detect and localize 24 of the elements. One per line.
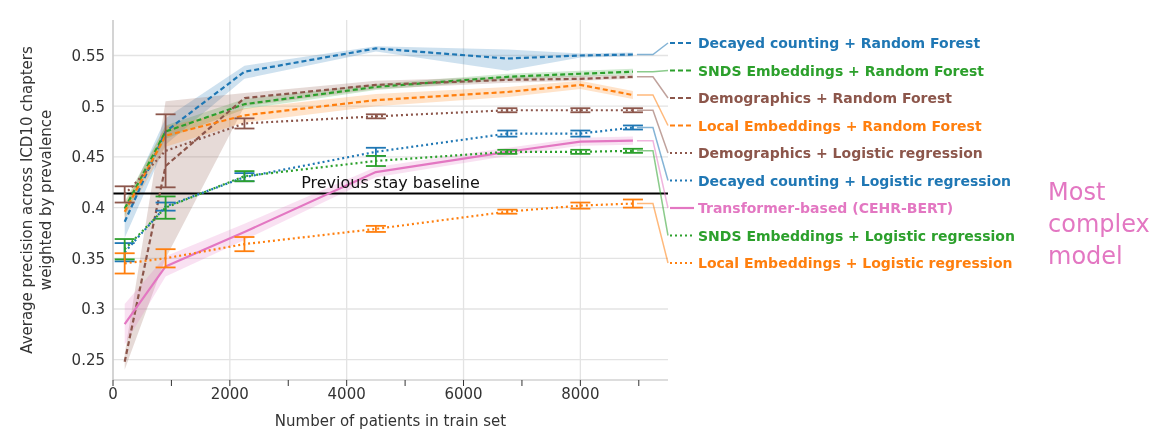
x-tick-label: 4000: [327, 384, 366, 403]
y-tick-label: 0.25: [71, 351, 105, 370]
legend-label: Decayed counting + Logistic regression: [698, 172, 1011, 189]
text: Most complex model: [1048, 177, 1151, 272]
legend-label: Demographics + Logistic regression: [698, 145, 983, 161]
legend-label: SNDS Embeddings + Random Forest: [698, 62, 985, 79]
x-tick-label: 8000: [561, 384, 600, 403]
legend-label: SNDS Embeddings + Logistic regression: [698, 227, 1015, 244]
legend-label: Local Embeddings + Random Forest: [698, 117, 982, 134]
x-tick-label: 2000: [210, 384, 249, 403]
y-tick-label: 0.3: [81, 300, 105, 319]
legend-label: Local Embeddings + Logistic regression: [698, 255, 1013, 271]
y-axis-title: Average precision across ICD10 chapters weighted by prevalence: [18, 46, 55, 354]
y-tick-label: 0.35: [71, 249, 105, 268]
y-tick-label: 0.45: [71, 148, 105, 167]
legend-label: Decayed counting + Random Forest: [698, 35, 981, 51]
y-tick-label: 0.55: [71, 46, 105, 65]
x-tick-label: 0: [108, 384, 118, 403]
y-tick-label: 0.4: [81, 198, 105, 217]
legend-label: Demographics + Random Forest: [698, 90, 953, 106]
x-tick-label: 6000: [444, 384, 483, 403]
x-axis-title: Number of patients in train set: [274, 412, 507, 430]
legend-label: Transformer-based (CEHR-BERT): [698, 200, 954, 216]
y-tick-label: 0.5: [81, 97, 105, 116]
